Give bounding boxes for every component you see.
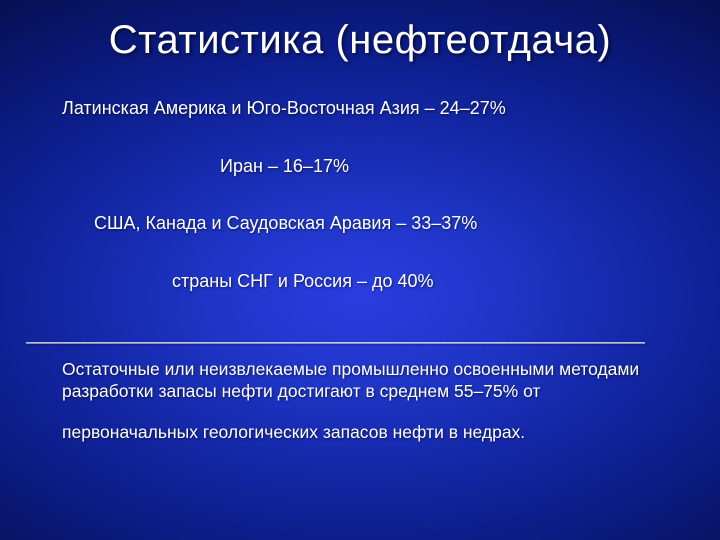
divider-line: ________________________________________…	[26, 324, 680, 346]
stat-usa-canada-saudi: США, Канада и Саудовская Аравия – 33–37%	[94, 213, 680, 235]
stat-iran: Иран – 16–17%	[220, 156, 680, 178]
slide-body: Латинская Америка и Юго-Восточная Азия –…	[62, 98, 680, 443]
stat-cis-russia: страны СНГ и Россия – до 40%	[172, 271, 680, 293]
slide-title: Статистика (нефтеотдача)	[0, 18, 720, 63]
slide: Статистика (нефтеотдача) Латинская Амери…	[0, 0, 720, 540]
stat-latin-america-asia: Латинская Америка и Юго-Восточная Азия –…	[62, 98, 680, 120]
note-geological-reserves: первоначальных геологических запасов неф…	[62, 421, 662, 443]
note-residual-reserves: Остаточные или неизвлекаемые промышленно…	[62, 358, 662, 403]
